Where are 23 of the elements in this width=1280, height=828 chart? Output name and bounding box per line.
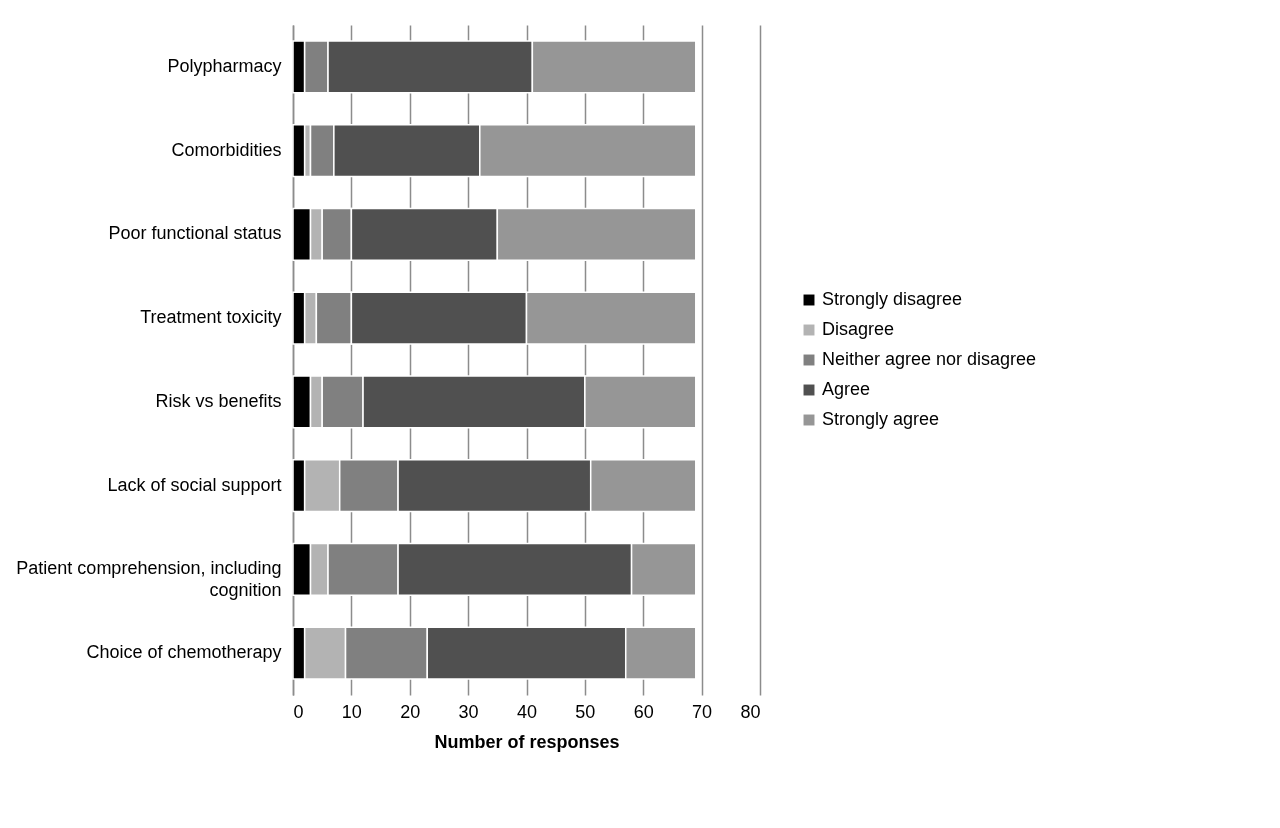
y-tick-label: Comorbidities [171, 139, 282, 160]
y-tick-label: Risk vs benefits [155, 390, 282, 411]
x-tick-label: 70 [692, 701, 713, 722]
y-tick-label: Poor functional status [108, 223, 282, 244]
x-axis-title: Number of responses [434, 731, 620, 752]
y-tick-label: Polypharmacy [167, 55, 282, 76]
y-tick-label: Treatment toxicity [140, 307, 282, 328]
legend-label: Disagree [822, 319, 895, 339]
legend-label: Neither agree nor disagree [822, 349, 1037, 369]
y-tick-label: Choice of chemotherapy [86, 642, 282, 663]
x-tick-label: 40 [516, 701, 538, 722]
legend-label: Strongly disagree [822, 289, 963, 309]
x-tick-label: 50 [575, 701, 596, 722]
y-tick-label: Lack of social support [107, 474, 282, 495]
legend-label: Agree [822, 379, 871, 399]
legend-label: Strongly agree [822, 409, 940, 429]
x-tick-label: 60 [633, 701, 654, 722]
y-tick-label: Patient comprehension, including cognition [16, 558, 282, 601]
x-tick-label: 10 [341, 701, 362, 722]
x-tick-label: 30 [458, 701, 479, 722]
x-tick-label: 0 [293, 701, 304, 722]
x-tick-label: 80 [740, 701, 761, 722]
x-tick-label: 20 [400, 701, 421, 722]
